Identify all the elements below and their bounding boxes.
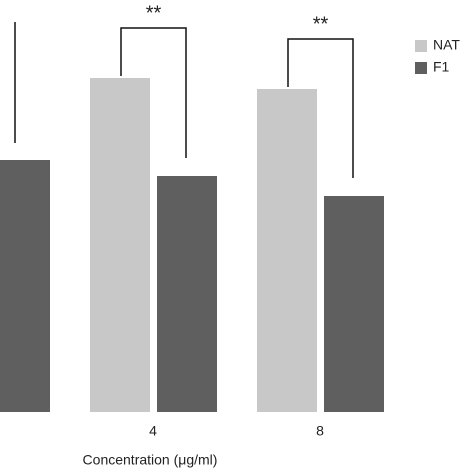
significance-bracket: [287, 38, 354, 178]
significance-label: **: [313, 13, 329, 35]
bar: [324, 196, 384, 412]
bar: [90, 78, 150, 412]
bar: [257, 89, 317, 412]
legend-label: F1: [433, 59, 450, 75]
legend-swatch: [415, 40, 427, 52]
bar: [0, 160, 50, 412]
legend-swatch: [415, 62, 427, 74]
significance-bracket: [120, 27, 187, 158]
legend-label: NAT: [433, 37, 460, 53]
significance-label: **: [146, 2, 162, 24]
bar: [157, 176, 217, 412]
x-tick-label: 8: [316, 423, 324, 439]
x-tick-label: 4: [149, 423, 157, 439]
x-axis-label: Concentration (μg/ml): [83, 452, 218, 468]
